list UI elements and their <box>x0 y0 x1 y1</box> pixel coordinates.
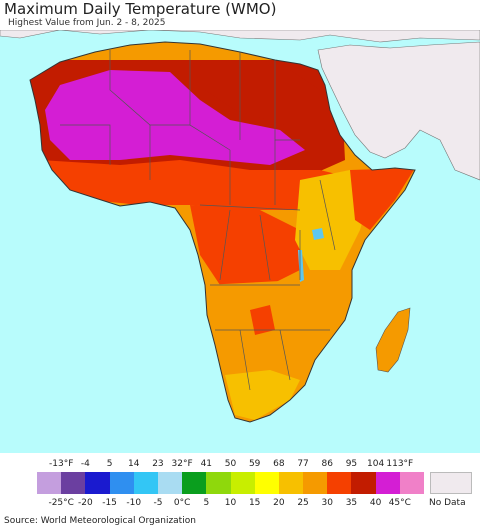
fahrenheit-tick: 104 <box>367 459 385 469</box>
fahrenheit-tick: -4 <box>80 459 90 469</box>
legend-swatch <box>133 472 158 494</box>
horn-of-africa-region <box>350 168 415 230</box>
fahrenheit-tick: 23 <box>152 459 164 469</box>
fahrenheit-tick: 14 <box>128 459 140 469</box>
legend-no-data-label: No Data <box>429 498 466 508</box>
central-africa-region <box>190 205 300 290</box>
celsius-tick: -20 <box>78 498 93 508</box>
fahrenheit-tick: 77 <box>297 459 309 469</box>
legend-swatch <box>230 472 255 494</box>
legend-swatch <box>375 472 400 494</box>
celsius-tick: 35 <box>345 498 358 508</box>
fahrenheit-tick: 41 <box>200 459 213 469</box>
celsius-tick: 30 <box>321 498 333 508</box>
celsius-tick: -5 <box>153 498 163 508</box>
legend-swatch <box>182 472 207 494</box>
sahel-region <box>40 160 360 210</box>
fahrenheit-tick: -13°F <box>48 459 74 469</box>
celsius-tick: 25 <box>297 498 309 508</box>
legend-no-data-swatch <box>430 472 472 494</box>
legend-swatch <box>157 472 183 494</box>
country-borders <box>60 50 336 391</box>
legend-swatch <box>399 472 424 494</box>
legend-swatch <box>61 472 86 494</box>
europe-land <box>0 30 480 43</box>
fahrenheit-tick: 59 <box>248 459 261 469</box>
legend-swatch <box>351 472 376 494</box>
temperature-map <box>0 30 480 453</box>
libya-egypt-hot-region <box>200 65 325 130</box>
legend-swatch <box>254 472 279 494</box>
madagascar-red-patch <box>250 305 275 335</box>
celsius-tick: 40 <box>369 498 382 508</box>
fahrenheit-tick: 5 <box>106 459 113 469</box>
africa-coastline <box>29 41 416 423</box>
legend-swatch <box>303 472 328 494</box>
lake-tanganyika <box>298 250 304 282</box>
middle-east-land <box>317 41 480 181</box>
map-title: Maximum Daily Temperature (WMO) <box>4 0 277 18</box>
madagascar <box>375 307 411 373</box>
fahrenheit-tick: 86 <box>321 459 333 469</box>
fahrenheit-tick: 68 <box>273 459 285 469</box>
celsius-tick: 20 <box>273 498 285 508</box>
fahrenheit-tick: 113°F <box>386 459 414 469</box>
fahrenheit-tick: 50 <box>224 459 237 469</box>
legend-swatch <box>109 472 134 494</box>
legend-swatch <box>327 472 352 494</box>
legend-celsius-ticks: -25°C -20 -15 -10 -5 0°C 5 10 15 20 25 30 35 40 45°C <box>0 498 480 510</box>
celsius-tick: 5 <box>203 498 210 508</box>
source-credit: Source: World Meteorological Organizatio… <box>4 516 196 526</box>
celsius-tick: 10 <box>224 498 237 508</box>
legend-swatch <box>37 472 62 494</box>
fahrenheit-tick: 95 <box>345 459 358 469</box>
celsius-tick: 0°C <box>173 498 191 508</box>
legend-swatch <box>85 472 110 494</box>
celsius-tick: -10 <box>126 498 142 508</box>
celsius-tick: -15 <box>102 498 117 508</box>
legend-swatch <box>206 472 231 494</box>
lake-victoria <box>312 228 324 240</box>
celsius-tick: 15 <box>248 498 261 508</box>
legend-swatch <box>278 472 304 494</box>
legend-fahrenheit-ticks: -13°F -4 5 14 23 32°F 41 50 59 68 77 86 95 104 113°F <box>0 459 480 471</box>
south-africa-cool-region <box>225 370 300 420</box>
map-subtitle: Highest Value from Jun. 2 - 8, 2025 <box>8 18 166 28</box>
legend-color-bar <box>37 472 424 494</box>
celsius-tick: 45°C <box>388 498 411 508</box>
fahrenheit-tick: 32°F <box>171 459 193 469</box>
celsius-tick: -25°C <box>48 498 74 508</box>
